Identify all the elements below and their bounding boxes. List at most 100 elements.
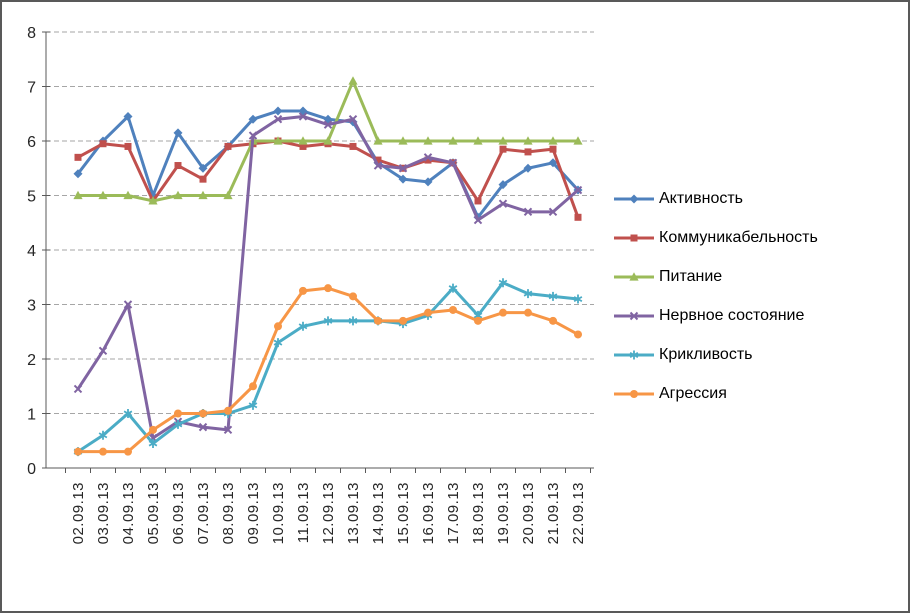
square-marker-icon bbox=[299, 142, 307, 150]
asterisk-marker-icon bbox=[98, 430, 108, 440]
circle-marker-icon bbox=[224, 406, 232, 415]
x-marker-icon bbox=[523, 207, 533, 217]
asterisk-marker-icon bbox=[148, 438, 158, 448]
x-axis-tick-label: 18.09.13 bbox=[470, 482, 487, 544]
triangle-marker-icon bbox=[548, 136, 558, 145]
square-marker-icon bbox=[349, 142, 357, 150]
x-marker-icon bbox=[573, 185, 583, 195]
x-axis-tick-label: 22.09.13 bbox=[570, 482, 587, 544]
asterisk-marker-icon bbox=[123, 409, 133, 418]
asterisk-marker-icon bbox=[273, 338, 283, 348]
legend-triangle-swatch-icon bbox=[614, 272, 654, 281]
x-axis-tick-label: 05.09.13 bbox=[145, 482, 162, 544]
diamond-marker-icon bbox=[523, 163, 533, 173]
circle-marker-icon bbox=[499, 308, 507, 317]
circle-marker-icon bbox=[324, 284, 332, 293]
series-line bbox=[74, 137, 582, 221]
x-marker-icon bbox=[248, 131, 258, 140]
triangle-marker-icon bbox=[198, 190, 208, 200]
circle-marker-icon bbox=[424, 308, 432, 317]
circle-marker-icon bbox=[174, 409, 182, 418]
x-marker-icon bbox=[629, 311, 639, 321]
triangle-marker-icon bbox=[473, 136, 483, 145]
circle-marker-icon bbox=[199, 409, 207, 418]
x-axis-tick-label: 06.09.13 bbox=[170, 482, 187, 544]
x-marker-icon bbox=[298, 112, 308, 121]
x-axis-tick-label: 19.09.13 bbox=[495, 482, 512, 544]
diamond-marker-icon bbox=[273, 106, 283, 116]
x-axis-tick-label: 03.09.13 bbox=[95, 482, 112, 544]
y-axis-tick-label: 8 bbox=[27, 25, 36, 42]
x-marker-icon bbox=[98, 346, 108, 356]
x-axis-tick-label: 16.09.13 bbox=[420, 482, 437, 544]
square-marker-icon bbox=[474, 197, 482, 205]
chart-legend: Активность Коммуникабельность Питание Нервн… bbox=[614, 186, 818, 407]
legend-circle-swatch-icon bbox=[614, 390, 654, 398]
triangle-marker-icon bbox=[498, 136, 508, 145]
x-marker-icon bbox=[273, 114, 283, 124]
x-axis-tick-label: 15.09.13 bbox=[395, 482, 412, 544]
legend-asterisk-swatch-icon bbox=[614, 350, 654, 360]
circle-marker-icon bbox=[74, 447, 82, 456]
x-axis-tick-label: 13.09.13 bbox=[345, 482, 362, 544]
circle-marker-icon bbox=[349, 292, 357, 301]
diamond-marker-icon bbox=[248, 114, 258, 124]
y-axis-tick-label: 2 bbox=[27, 352, 36, 369]
square-marker-icon bbox=[630, 234, 638, 242]
circle-marker-icon bbox=[124, 447, 132, 456]
x-marker-icon bbox=[198, 422, 208, 432]
y-axis-tick-label: 6 bbox=[27, 134, 36, 151]
square-marker-icon bbox=[374, 156, 382, 164]
triangle-marker-icon bbox=[398, 136, 408, 145]
x-marker-icon bbox=[473, 215, 483, 225]
x-marker-icon bbox=[423, 153, 433, 162]
x-axis-tick-label: 17.09.13 bbox=[445, 482, 462, 544]
y-axis-tick-label: 3 bbox=[27, 298, 36, 315]
legend-item: Нервное состояние bbox=[614, 303, 818, 329]
triangle-marker-icon bbox=[629, 272, 639, 281]
series-line bbox=[73, 112, 583, 443]
triangle-marker-icon bbox=[273, 136, 283, 145]
circle-marker-icon bbox=[574, 330, 582, 339]
triangle-marker-icon bbox=[148, 196, 158, 205]
triangle-marker-icon bbox=[223, 190, 233, 200]
x-marker-icon bbox=[373, 161, 383, 170]
asterisk-marker-icon bbox=[323, 316, 333, 326]
circle-marker-icon bbox=[149, 425, 157, 434]
square-marker-icon bbox=[199, 175, 207, 183]
y-axis-tick-label: 5 bbox=[27, 189, 36, 206]
triangle-marker-icon bbox=[523, 136, 533, 145]
asterisk-marker-icon bbox=[548, 291, 558, 301]
legend-square-swatch-icon bbox=[614, 234, 654, 242]
asterisk-marker-icon bbox=[248, 400, 258, 410]
square-marker-icon bbox=[99, 140, 107, 148]
x-axis-tick-label: 09.09.13 bbox=[245, 482, 262, 544]
triangle-marker-icon bbox=[173, 190, 183, 200]
asterisk-marker-icon bbox=[629, 350, 639, 360]
square-marker-icon bbox=[74, 153, 82, 161]
triangle-marker-icon bbox=[123, 190, 133, 200]
triangle-marker-icon bbox=[348, 76, 358, 85]
y-axis-tick-label: 4 bbox=[27, 243, 36, 260]
x-marker-icon bbox=[323, 120, 333, 129]
triangle-marker-icon bbox=[448, 136, 458, 145]
legend-label: Коммуникабельность bbox=[659, 229, 818, 246]
x-axis-tick-label: 04.09.13 bbox=[120, 482, 137, 544]
asterisk-marker-icon bbox=[573, 294, 583, 304]
triangle-marker-icon bbox=[573, 136, 583, 145]
square-marker-icon bbox=[224, 142, 232, 150]
triangle-marker-icon bbox=[73, 190, 83, 200]
circle-marker-icon bbox=[99, 447, 107, 456]
legend-label: Питание bbox=[659, 268, 723, 285]
triangle-marker-icon bbox=[373, 136, 383, 145]
square-marker-icon bbox=[524, 148, 532, 156]
circle-marker-icon bbox=[299, 286, 307, 295]
circle-marker-icon bbox=[524, 308, 532, 317]
legend-item: Активность bbox=[614, 186, 818, 212]
legend-label: Агрессия bbox=[659, 385, 727, 402]
series-polyline bbox=[76, 114, 580, 440]
x-marker-icon bbox=[123, 300, 133, 309]
circle-marker-icon bbox=[274, 322, 282, 331]
legend-item: Коммуникабельность bbox=[614, 225, 818, 251]
